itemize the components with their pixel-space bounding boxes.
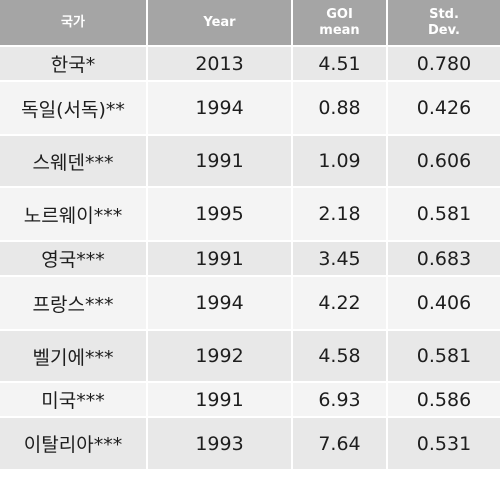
cell-std-dev: 0.683 [387, 240, 500, 276]
cell-std-dev: 0.426 [387, 80, 500, 135]
header-goi-mean: GOI mean [292, 0, 388, 46]
cell-year: 1991 [147, 240, 293, 276]
cell-country: 노르웨이*** [0, 186, 148, 241]
table-row: 미국*** 1991 6.93 0.586 [0, 381, 500, 417]
cell-country: 벨기에*** [0, 329, 148, 382]
cell-goi-mean: 4.58 [292, 329, 388, 382]
cell-std-dev: 0.586 [387, 381, 500, 417]
cell-year: 2013 [147, 45, 293, 81]
cell-std-dev: 0.581 [387, 329, 500, 382]
cell-goi-mean: 0.88 [292, 80, 388, 135]
cell-year: 1994 [147, 80, 293, 135]
header-year: Year [147, 0, 293, 46]
cell-country: 독일(서독)** [0, 80, 148, 135]
cell-country: 미국*** [0, 381, 148, 417]
cell-country: 스웨덴*** [0, 134, 148, 187]
cell-year: 1991 [147, 134, 293, 187]
table-row: 영국*** 1991 3.45 0.683 [0, 240, 500, 276]
cell-goi-mean: 7.64 [292, 416, 388, 469]
header-std-dev: Std. Dev. [387, 0, 500, 46]
cell-country: 프랑스*** [0, 275, 148, 330]
cell-goi-mean: 1.09 [292, 134, 388, 187]
cell-goi-mean: 4.22 [292, 275, 388, 330]
table-row: 노르웨이*** 1995 2.18 0.581 [0, 186, 500, 241]
cell-goi-mean: 4.51 [292, 45, 388, 81]
cell-year: 1995 [147, 186, 293, 241]
cell-country: 영국*** [0, 240, 148, 276]
cell-year: 1991 [147, 381, 293, 417]
cell-country: 이탈리아*** [0, 416, 148, 469]
cell-year: 1994 [147, 275, 293, 330]
cell-goi-mean: 6.93 [292, 381, 388, 417]
goi-table: 국가 Year GOI mean Std. Dev. 한국* 2013 4.51 0.… [0, 0, 500, 469]
cell-std-dev: 0.406 [387, 275, 500, 330]
table-row: 프랑스*** 1994 4.22 0.406 [0, 275, 500, 330]
cell-year: 1992 [147, 329, 293, 382]
cell-std-dev: 0.606 [387, 134, 500, 187]
table-row: 스웨덴*** 1991 1.09 0.606 [0, 134, 500, 187]
cell-std-dev: 0.780 [387, 45, 500, 81]
cell-year: 1993 [147, 416, 293, 469]
table-row: 이탈리아*** 1993 7.64 0.531 [0, 416, 500, 469]
table-row: 한국* 2013 4.51 0.780 [0, 45, 500, 81]
header-row: 국가 Year GOI mean Std. Dev. [0, 0, 500, 46]
cell-goi-mean: 3.45 [292, 240, 388, 276]
cell-std-dev: 0.531 [387, 416, 500, 469]
cell-std-dev: 0.581 [387, 186, 500, 241]
table-row: 벨기에*** 1992 4.58 0.581 [0, 329, 500, 382]
cell-goi-mean: 2.18 [292, 186, 388, 241]
table-row: 독일(서독)** 1994 0.88 0.426 [0, 80, 500, 135]
header-country: 국가 [0, 0, 148, 46]
cell-country: 한국* [0, 45, 148, 81]
